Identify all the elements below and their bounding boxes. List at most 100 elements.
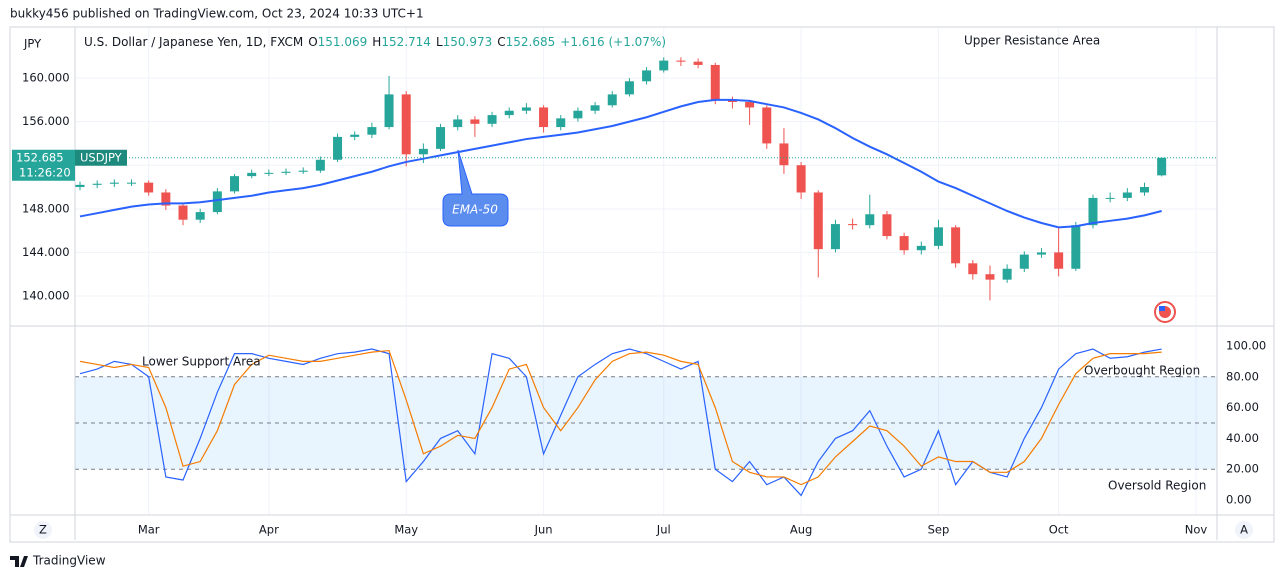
- ticker-label: USDJPY: [80, 150, 123, 164]
- y-tick-label: 40.00: [1226, 431, 1259, 445]
- candle-body: [161, 192, 171, 206]
- candle-body: [573, 110, 583, 119]
- callout-label: EMA-50: [452, 203, 498, 217]
- candle-body: [298, 170, 308, 172]
- y-tick-label: 100.00: [1226, 338, 1266, 352]
- candle-body: [333, 136, 343, 160]
- candle-body: [933, 227, 943, 246]
- candle-body: [1036, 252, 1046, 255]
- candle-body: [504, 110, 514, 116]
- price-label: 152.685: [16, 150, 64, 164]
- candle-body: [470, 119, 480, 124]
- candle-body: [195, 212, 205, 220]
- candle-body: [109, 182, 119, 184]
- candle-body: [624, 81, 634, 95]
- callout: [442, 149, 509, 227]
- candle-body: [676, 60, 686, 62]
- x-tick-label: Nov: [1185, 523, 1208, 537]
- marks: [75, 57, 1217, 497]
- a-label[interactable]: A: [1240, 523, 1248, 537]
- x-tick-label: Aug: [790, 523, 812, 537]
- tv-logo: [10, 556, 28, 567]
- ema-line: [79, 98, 1162, 229]
- candle-body: [659, 60, 669, 71]
- currency-box: [14, 32, 54, 54]
- candle-body: [830, 224, 840, 250]
- countdown: 11:26:20: [19, 165, 71, 179]
- candle-body: [230, 176, 240, 192]
- candle-body: [418, 148, 428, 155]
- y-tick-label: 160.000: [22, 71, 70, 85]
- candle-body: [796, 165, 806, 193]
- x-tick-label: Jul: [656, 523, 671, 537]
- price-badge: [12, 149, 75, 181]
- candle-body: [1019, 254, 1029, 269]
- x-tick-label: Sep: [928, 523, 950, 537]
- candle-body: [710, 64, 720, 100]
- candle-body: [899, 236, 909, 251]
- candle-body: [607, 94, 617, 106]
- candle-body: [556, 118, 566, 128]
- candle-body: [401, 94, 411, 155]
- candle-body: [281, 171, 291, 173]
- candle-body: [779, 143, 789, 166]
- candle-body: [762, 107, 772, 144]
- annotation: Overbought Region: [1084, 364, 1200, 378]
- y-tick-label: 60.00: [1226, 400, 1259, 414]
- candle-body: [247, 172, 257, 177]
- candle-body: [1157, 157, 1167, 176]
- candle-body: [590, 105, 600, 111]
- legend: U.S. Dollar / Japanese Yen, 1D, FXCM O151…: [84, 35, 666, 49]
- candle-body: [75, 184, 85, 188]
- candle-body: [178, 205, 188, 220]
- candle-body: [1054, 252, 1064, 269]
- candle-body: [315, 159, 325, 171]
- candle-body: [865, 214, 875, 226]
- candle-body: [1139, 187, 1149, 193]
- candle-body: [1122, 192, 1132, 198]
- candle-body: [350, 134, 360, 137]
- time-axis: [9, 514, 1275, 543]
- candle-body: [968, 263, 978, 275]
- candle-body: [813, 192, 823, 250]
- candle-body: [745, 102, 755, 108]
- grid: [75, 28, 1217, 515]
- candle-body: [848, 224, 858, 226]
- annotation: Oversold Region: [1108, 479, 1206, 493]
- currency: JPY: [23, 37, 42, 51]
- candle-body: [882, 214, 892, 237]
- candle-body: [92, 183, 102, 185]
- y-tick-label: 20.00: [1226, 462, 1259, 476]
- z-label[interactable]: Z: [39, 523, 47, 537]
- candle-body: [985, 274, 995, 280]
- candle-body: [453, 119, 463, 128]
- candle-body: [642, 70, 652, 82]
- candle-body: [951, 227, 961, 264]
- flag-icon: [1154, 301, 1176, 323]
- candle-body: [727, 99, 737, 103]
- candle-body: [367, 127, 377, 135]
- candle-body: [539, 107, 549, 128]
- candle-body: [1002, 268, 1012, 280]
- stoch-line: [79, 349, 1162, 486]
- candle-body: [436, 127, 446, 149]
- x-tick-label: Oct: [1049, 523, 1069, 537]
- x-tick-label: Apr: [259, 523, 279, 537]
- y-tick-label: 0.00: [1226, 493, 1252, 507]
- a-button[interactable]: A: [1235, 521, 1253, 539]
- annotation: Lower Support Area: [142, 355, 261, 369]
- y-tick-label: 140.000: [22, 289, 70, 303]
- ticker-badge: [75, 149, 127, 166]
- x-tick-label: Jun: [534, 523, 553, 537]
- publisher: bukky456 published on TradingView.com, O…: [10, 7, 424, 21]
- candle-body: [693, 61, 703, 65]
- candle-body: [144, 182, 154, 193]
- candle-body: [1071, 225, 1081, 269]
- z-button[interactable]: Z: [34, 521, 52, 539]
- candle-body: [1088, 197, 1098, 226]
- candle-body: [127, 182, 137, 184]
- x-tick-label: Mar: [138, 523, 160, 537]
